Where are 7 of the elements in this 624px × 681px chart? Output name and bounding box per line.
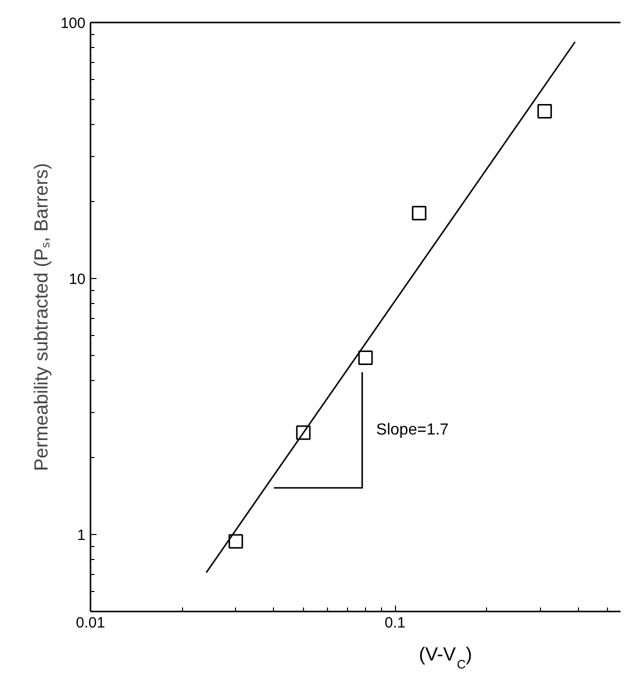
y-tick-label: 10 [68, 270, 86, 288]
y-tick-label: 100 [60, 15, 86, 32]
y-tick-label: 1 [77, 526, 86, 544]
x-tick-label: 0.01 [76, 614, 106, 632]
x-tick-label: 0.1 [384, 614, 406, 632]
annotation: Slope=1.7 [376, 422, 449, 439]
y-axis-title: Permeability subtracted (Pₛ, Barrers) [31, 162, 52, 471]
